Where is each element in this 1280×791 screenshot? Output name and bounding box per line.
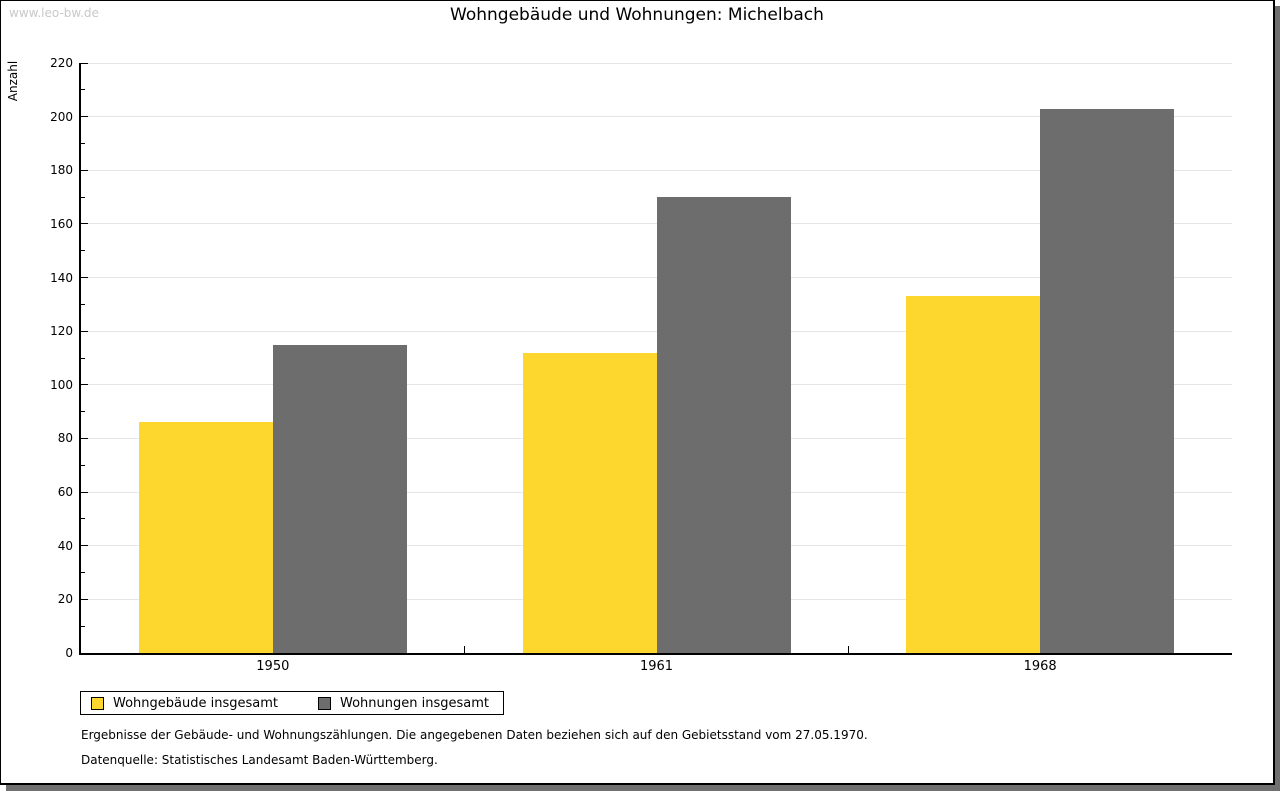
y-tick-label: 140 (50, 270, 73, 285)
y-major-tick (81, 545, 88, 547)
y-major-tick (81, 384, 88, 386)
footnote-line1: Ergebnisse der Gebäude- und Wohnungszähl… (81, 728, 868, 742)
plot-area: 0 20 40 60 80 100 120 140 160 180 200 220 1950 1961 19… (50, 56, 1232, 674)
y-major-tick (81, 598, 88, 600)
y-tick-label: 40 (57, 538, 73, 553)
bar-wohngebaeude-1968 (906, 296, 1041, 653)
y-major-tick (81, 116, 88, 118)
x-tick (464, 646, 466, 653)
bar-wohngebaeude-1961 (522, 352, 657, 653)
y-minor-tick (81, 250, 85, 252)
bar-wohnungen-1961 (656, 197, 791, 653)
legend-entry: Wohngebäude insgesamt (91, 696, 278, 711)
y-tick-label: 160 (50, 216, 73, 231)
y-minor-tick (81, 357, 85, 359)
y-major-tick (81, 223, 88, 225)
y-gridline (81, 62, 1232, 64)
y-tick-label: 180 (50, 163, 73, 178)
y-tick-label: 20 (57, 592, 73, 607)
y-minor-tick (81, 196, 85, 198)
watermark: www.leo-bw.de (9, 6, 99, 20)
legend-entry: Wohnungen insgesamt (318, 696, 489, 711)
y-minor-tick (81, 518, 85, 520)
x-tick (847, 646, 849, 653)
y-minor-tick (81, 625, 85, 627)
y-gridline (81, 169, 1232, 171)
chart-title: Wohngebäude und Wohnungen: Michelbach (450, 5, 824, 25)
y-major-tick (81, 437, 88, 439)
x-tick-label: 1968 (1023, 659, 1057, 674)
legend: Wohngebäude insgesamt Wohnungen insgesam… (80, 691, 504, 715)
y-minor-tick (81, 572, 85, 574)
bar-wohnungen-1968 (1040, 108, 1175, 653)
legend-label: Wohngebäude insgesamt (113, 695, 278, 711)
y-minor-tick (81, 464, 85, 466)
y-major-tick (81, 330, 88, 332)
y-tick-label: 80 (57, 431, 73, 446)
y-minor-tick (81, 303, 85, 305)
bar-wohngebaeude-1950 (138, 422, 273, 653)
y-major-tick (81, 491, 88, 493)
y-tick-label: 220 (50, 56, 73, 70)
y-gridline (81, 116, 1232, 118)
y-major-tick (81, 169, 88, 171)
y-tick-label: 60 (57, 485, 73, 500)
y-minor-tick (81, 411, 85, 413)
y-tick-label: 100 (50, 377, 73, 392)
y-axis-title: Anzahl (6, 60, 20, 102)
x-tick-label: 1950 (256, 659, 290, 674)
legend-label: Wohnungen insgesamt (340, 695, 489, 711)
footnote-line2: Datenquelle: Statistisches Landesamt Bad… (81, 753, 438, 767)
legend-swatch (91, 696, 104, 710)
y-minor-tick (81, 89, 85, 91)
y-tick-label: 120 (50, 324, 73, 339)
x-tick-label: 1961 (639, 659, 674, 674)
y-major-tick (81, 62, 88, 64)
legend-swatch (318, 696, 331, 710)
y-tick-label: 0 (65, 646, 73, 660)
y-tick-label: 200 (50, 109, 73, 124)
bar-wohnungen-1950 (272, 344, 407, 653)
y-minor-tick (81, 142, 85, 144)
y-major-tick (81, 277, 88, 279)
